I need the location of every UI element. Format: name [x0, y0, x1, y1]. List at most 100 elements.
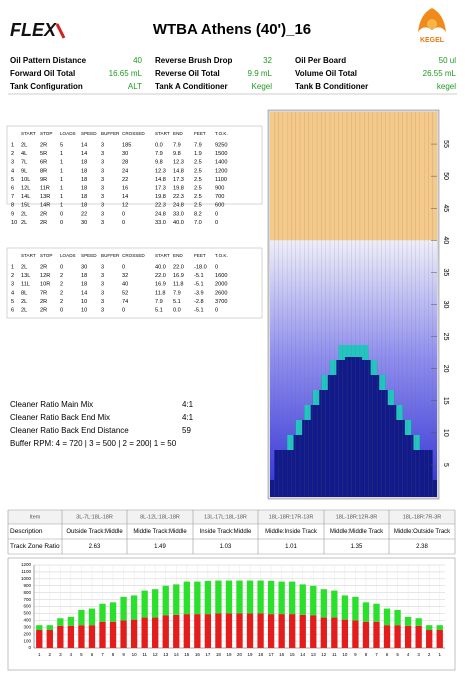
bar-segment	[310, 615, 317, 648]
table-cell: 7.9	[194, 142, 202, 148]
lane-edge	[387, 390, 395, 405]
table-cell: 11L	[21, 282, 30, 288]
cleaner-value: 4:1	[182, 413, 194, 422]
table-cell: 2L	[21, 211, 27, 217]
table-cell: 2R	[40, 264, 47, 270]
info-label: Tank Configuration	[10, 82, 83, 91]
zone-cell: 1.01	[285, 544, 297, 550]
table-cell: 10	[11, 220, 17, 226]
bar-segment	[310, 585, 317, 616]
table-cell: 0	[215, 220, 218, 226]
bar-segment	[331, 617, 338, 648]
table-cell: 3	[101, 290, 104, 296]
y-tick-label: 500	[23, 611, 31, 616]
table-cell: 22.3	[173, 194, 184, 200]
y-tick-label: 900	[23, 583, 31, 588]
lane-edge	[396, 405, 403, 420]
table-cell: 18	[81, 160, 87, 166]
lane-edge	[370, 360, 378, 375]
table-cell: 900	[215, 185, 224, 191]
x-tick-label: 16	[195, 652, 201, 657]
zone-cell: Middle:Middle Track	[330, 529, 384, 535]
table-cell: 2	[11, 151, 14, 157]
table-cell: 2	[60, 282, 63, 288]
brand-emblem-core	[427, 19, 437, 29]
bar-segment	[341, 619, 349, 648]
zone-header: 18L-18R:7R-3R	[403, 514, 442, 520]
table-cell: 6R	[40, 160, 47, 166]
x-tick-label: 19	[226, 652, 232, 657]
table-cell: 14.8	[155, 177, 166, 183]
bar-segment	[109, 602, 117, 622]
table-header: FEET	[194, 253, 206, 258]
table-cell: 1	[60, 194, 63, 200]
table-cell: 2000	[215, 282, 227, 288]
table-cell: 3	[101, 168, 104, 174]
table-cell: 40	[122, 282, 128, 288]
lane-tick-label: 55	[442, 140, 449, 148]
info-label: Forward Oil Total	[10, 69, 75, 78]
lane-dry	[270, 112, 437, 241]
table-cell: 0	[60, 307, 63, 313]
x-tick-label: 10	[342, 652, 348, 657]
table-cell: 2R	[40, 299, 47, 305]
table-cell: 0	[122, 307, 125, 313]
table-cell: -18.0	[194, 264, 207, 270]
table-cell: 1600	[215, 273, 227, 279]
bar-segment	[152, 617, 159, 648]
bar-segment	[78, 625, 85, 648]
bar-segment	[141, 617, 148, 648]
table-cell: 0	[215, 264, 218, 270]
table-cell: 1	[60, 185, 63, 191]
table-cell: 17.3	[155, 185, 166, 191]
y-tick-label: 800	[23, 590, 31, 595]
bar-segment	[236, 580, 243, 614]
table-cell: 7.9	[173, 142, 181, 148]
brand: KEGEL	[420, 37, 445, 44]
zone-header: 18L-18R:17R-13R	[269, 514, 314, 520]
table-cell: 6	[11, 185, 14, 191]
table-cell: 3	[101, 151, 104, 157]
chart-frame	[7, 557, 456, 671]
lane-tick-label: 5	[442, 463, 449, 467]
table-cell: 12L	[21, 185, 30, 191]
bar-segment	[278, 581, 285, 615]
table-cell: 12.3	[173, 160, 184, 166]
lane-tick-label: 50	[442, 172, 449, 180]
bar-segment	[46, 630, 53, 648]
table-cell: 11.8	[173, 282, 183, 288]
table-cell: 18	[81, 203, 87, 209]
bar-segment	[173, 614, 180, 648]
info-value: kegel	[437, 82, 456, 91]
buffer-rpm: Buffer RPM: 4 = 720 | 3 = 500 | 2 = 200|…	[10, 439, 177, 448]
logo: FLEX	[10, 20, 57, 40]
table-cell: 9L	[21, 168, 27, 174]
table-cell: 24.8	[155, 211, 166, 217]
bar-segment	[289, 614, 296, 648]
x-tick-label: 12	[321, 652, 327, 657]
table-cell: 18	[81, 177, 87, 183]
table-header: START	[21, 131, 36, 136]
table-cell: 7.0	[194, 220, 202, 226]
bar-segment	[320, 589, 327, 618]
bar-segment	[162, 585, 169, 616]
title: WTBA Athens (40')_16	[153, 21, 311, 38]
x-tick-label: 10	[132, 652, 138, 657]
bar-segment	[36, 630, 43, 648]
bar-segment	[194, 614, 201, 648]
table-cell: 3	[101, 264, 104, 270]
bar-segment	[162, 615, 169, 648]
table-header: SPEED	[81, 253, 97, 258]
zone-cell: Inside Track:Middle	[200, 529, 252, 535]
table-cell: 32	[122, 273, 128, 279]
table-cell: 10L	[21, 177, 30, 183]
table-cell: 3	[101, 177, 104, 183]
table-cell: 3700	[215, 299, 227, 305]
table-header: END	[173, 131, 183, 136]
bar-segment	[173, 584, 180, 615]
x-tick-label: 9	[354, 652, 357, 657]
table-cell: 4	[11, 290, 14, 296]
table-cell: 33.0	[173, 211, 184, 217]
table-cell: 1	[11, 264, 14, 270]
x-tick-label: 5	[396, 652, 399, 657]
